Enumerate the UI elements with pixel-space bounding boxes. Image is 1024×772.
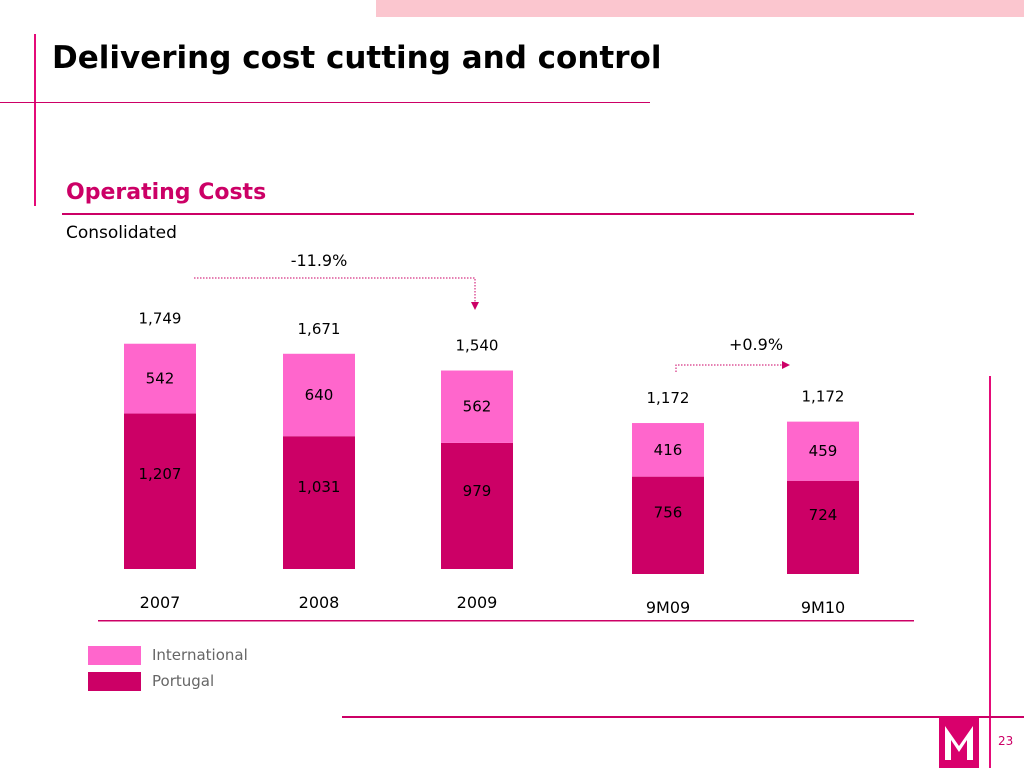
bar-international-9M10 (787, 421, 859, 481)
bar-portugal-2008 (283, 436, 355, 569)
label-international-9M10: 459 (809, 442, 838, 460)
bar-international-2008 (283, 353, 355, 437)
annotation-arrowhead-1 (782, 361, 790, 369)
label-portugal-2009: 979 (463, 482, 492, 500)
title-underline (0, 102, 650, 103)
right-accent-line (989, 376, 991, 768)
annotation-label-0: -11.9% (291, 251, 348, 270)
label-international-2007: 542 (146, 370, 175, 388)
label-total-2009: 1,540 (456, 337, 499, 355)
annotation-arrowhead-0 (471, 302, 479, 310)
label-portugal-2008: 1,031 (298, 478, 341, 496)
annotation-label-1: +0.9% (729, 335, 783, 354)
category-label-9M10: 9M10 (801, 598, 845, 617)
category-label-9M09: 9M09 (646, 598, 690, 617)
annotation-line-1 (675, 364, 782, 372)
label-portugal-9M09: 756 (654, 504, 683, 522)
category-label-2009: 2009 (457, 593, 498, 612)
page-number: 23 (998, 734, 1014, 748)
bottom-rule (342, 716, 1024, 718)
bar-international-9M09 (632, 423, 704, 477)
top-decoration-band (376, 0, 1024, 17)
legend-label-portugal: Portugal (152, 672, 215, 690)
legend-label-international: International (152, 646, 248, 664)
label-total-2008: 1,671 (298, 320, 341, 338)
section-subtitle: Consolidated (66, 223, 177, 243)
page-title: Delivering cost cutting and control (52, 40, 662, 76)
label-international-9M09: 416 (654, 441, 683, 459)
x-axis-rule (98, 620, 914, 622)
annotation-line-0 (194, 277, 476, 302)
label-international-2009: 562 (463, 398, 492, 416)
legend-swatch-portugal (88, 672, 141, 691)
bank-logo (939, 716, 979, 768)
label-portugal-9M10: 724 (809, 506, 838, 524)
category-label-2007: 2007 (140, 593, 181, 612)
bar-international-2009 (441, 370, 513, 443)
bar-portugal-2007 (124, 413, 196, 569)
label-total-9M09: 1,172 (647, 389, 690, 407)
category-label-2008: 2008 (299, 593, 340, 612)
legend-swatch-international (88, 646, 141, 665)
section-title: Operating Costs (66, 180, 267, 205)
label-total-2007: 1,749 (139, 310, 182, 328)
label-portugal-2007: 1,207 (139, 465, 182, 483)
section-rule (62, 213, 914, 215)
bar-international-2007 (124, 343, 196, 414)
label-total-9M10: 1,172 (802, 388, 845, 406)
logo-m-icon (945, 726, 973, 760)
label-international-2008: 640 (305, 386, 334, 404)
bar-portugal-9M10 (787, 480, 859, 574)
bar-portugal-2009 (441, 442, 513, 569)
left-accent-line (34, 34, 36, 206)
bar-portugal-9M09 (632, 476, 704, 574)
